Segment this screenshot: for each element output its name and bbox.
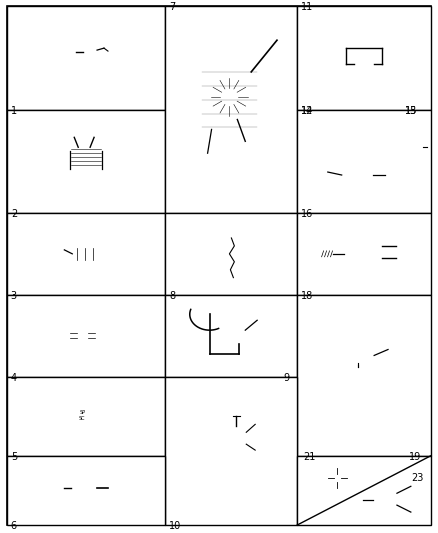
Text: 3: 3 [11,291,17,301]
Text: 18: 18 [301,291,314,301]
Text: 2: 2 [11,209,17,219]
Bar [7,110,166,213]
Text: 21: 21 [303,451,316,462]
Bar [216,426,246,454]
Text: 1: 1 [11,106,17,116]
Text: 14: 14 [301,106,314,116]
Bar [166,213,297,295]
Bar [229,278,237,284]
Bar [297,110,431,213]
Bar [7,295,166,377]
Bar [344,340,374,364]
Bar [327,142,336,151]
Bar [297,456,431,525]
Bar [357,496,363,504]
Bar [411,502,420,514]
Bar [297,213,431,295]
Text: 15: 15 [405,106,417,116]
Bar [297,295,431,456]
Text: 9: 9 [283,373,290,383]
Bar [352,244,372,264]
Bar [70,48,77,56]
Text: 6: 6 [11,521,17,531]
Bar [72,246,100,262]
Bar [297,6,431,110]
Bar [7,456,166,525]
Text: 10: 10 [170,521,182,531]
Bar [212,436,218,448]
Bar [385,171,391,179]
Text: 19: 19 [409,451,421,462]
Bar [166,295,297,377]
Bar [223,324,245,344]
Text: 5: 5 [11,451,17,462]
Bar [7,6,166,110]
Bar [7,213,166,295]
Text: 13: 13 [405,106,417,116]
Text: 8: 8 [170,291,176,301]
Text: 12: 12 [301,106,314,116]
Bar [406,142,415,151]
Bar [166,6,297,213]
Bar [336,348,346,358]
Text: 16: 16 [301,209,314,219]
Bar [411,486,420,498]
Text: 7: 7 [170,3,176,12]
Text: SP
SC: SP SC [79,410,85,421]
Bar [344,236,382,272]
Bar [373,488,397,512]
Text: 23: 23 [411,473,423,483]
Text: 4: 4 [11,373,17,383]
Bar [54,483,64,493]
Bar [343,142,352,151]
Bar [311,142,320,151]
Bar [72,131,96,138]
Bar [257,316,266,324]
Bar [351,33,377,48]
Bar [359,142,368,151]
Bar [391,142,399,151]
Bar [166,377,297,525]
Bar [108,481,120,495]
Bar [305,140,423,153]
Text: 11: 11 [301,3,314,12]
Bar [7,377,166,456]
Bar [374,142,384,151]
